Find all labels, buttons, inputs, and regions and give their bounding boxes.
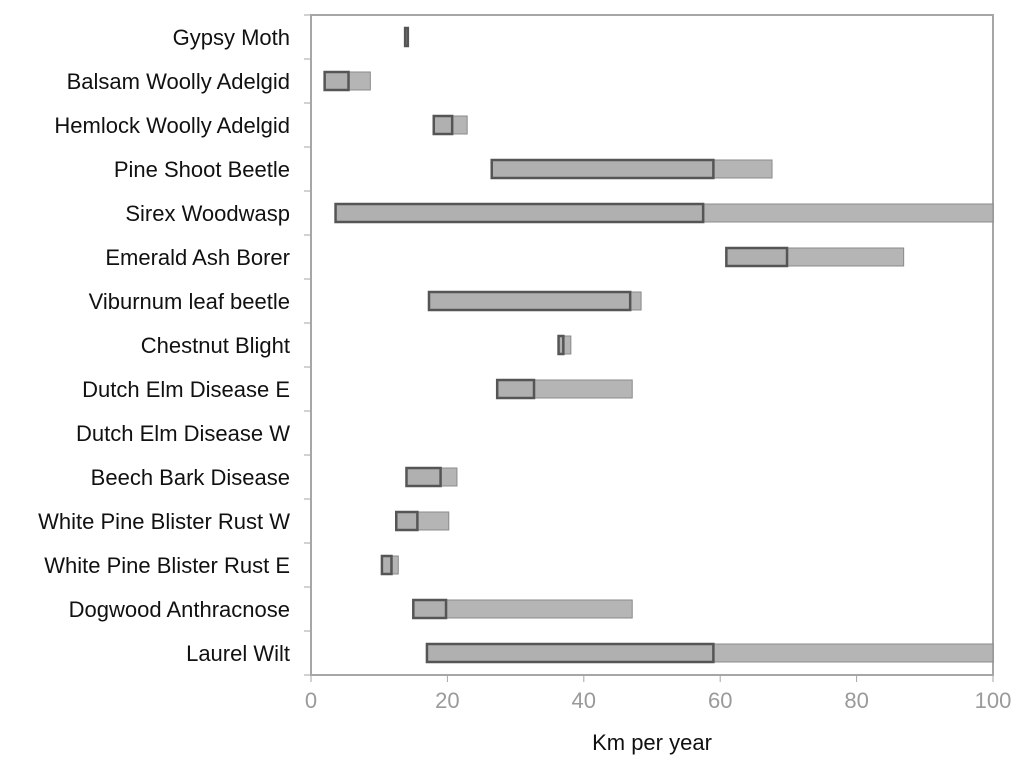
inner-range-bar [323,70,350,92]
inner-range-bar [432,114,454,136]
category-label: Gypsy Moth [173,25,290,50]
category-label: Pine Shoot Beetle [114,157,290,182]
inner-range-bar [412,598,448,620]
category-label: Beech Bark Disease [91,465,290,490]
category-label: White Pine Blister Rust E [44,553,290,578]
inner-range-bar [725,246,789,268]
category-label: Dutch Elm Disease W [76,421,290,446]
inner-range-bars [323,26,789,664]
inner-range-bar [403,26,410,48]
y-axis-ticks [304,14,311,676]
x-tick-label: 100 [975,688,1012,713]
inner-range-bar [334,202,705,224]
x-tick-label: 80 [844,688,868,713]
x-tick-label: 0 [305,688,317,713]
plot-area [310,14,994,676]
x-tick-label: 40 [572,688,596,713]
inner-range-bar [425,642,715,664]
category-label: Hemlock Woolly Adelgid [54,113,290,138]
category-label: White Pine Blister Rust W [38,509,290,534]
x-tick-label: 60 [708,688,732,713]
category-label: Viburnum leaf beetle [89,289,290,314]
inner-range-bar [405,466,442,488]
inner-range-bar [427,290,632,312]
category-label: Sirex Woodwasp [125,201,290,226]
inner-range-bar [557,334,565,356]
category-label: Balsam Woolly Adelgid [67,69,290,94]
category-label: Chestnut Blight [141,333,290,358]
inner-range-bar [490,158,715,180]
category-label: Laurel Wilt [186,641,290,666]
category-label: Emerald Ash Borer [105,245,290,270]
category-label: Dutch Elm Disease E [82,377,290,402]
inner-range-bar [495,378,536,400]
x-axis-title: Km per year [592,730,712,755]
inner-range-bar [380,554,393,576]
x-axis-ticks: 0 20 40 60 80 100 [305,675,1011,713]
category-label: Dogwood Anthracnose [69,597,290,622]
category-labels: Gypsy Moth Balsam Woolly Adelgid Hemlock W… [38,25,290,666]
inner-range-bar [395,510,419,532]
x-tick-label: 20 [435,688,459,713]
